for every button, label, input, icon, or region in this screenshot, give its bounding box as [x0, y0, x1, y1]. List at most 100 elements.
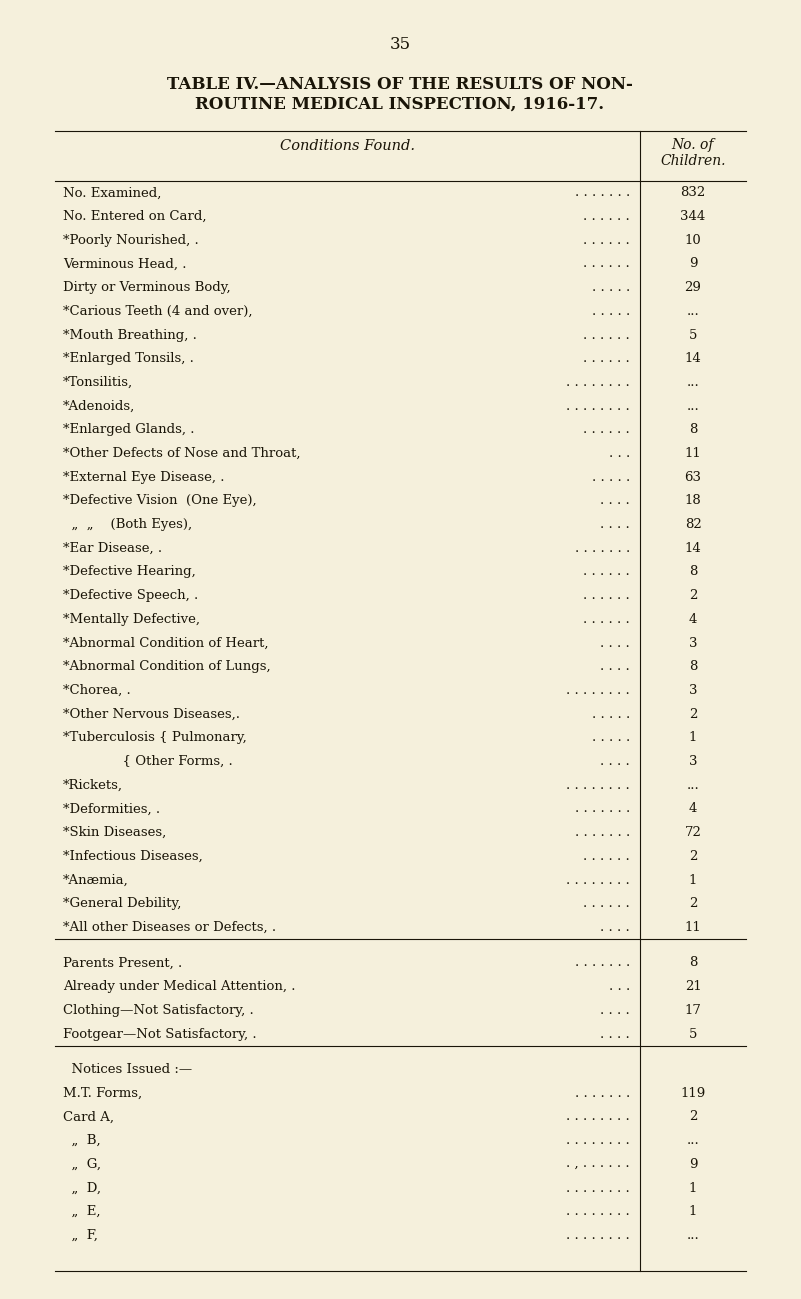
Text: 344: 344 [680, 210, 706, 223]
Text: . . . .: . . . . [600, 755, 630, 768]
Text: *Deformities, .: *Deformities, . [63, 803, 160, 816]
Text: . . . . . . .: . . . . . . . [575, 956, 630, 969]
Text: . . . . . . . .: . . . . . . . . [566, 375, 630, 388]
Text: . . . . . . . .: . . . . . . . . [566, 1134, 630, 1147]
Text: . . . . . .: . . . . . . [583, 898, 630, 911]
Text: . . . .: . . . . [600, 637, 630, 650]
Text: . . . .: . . . . [600, 921, 630, 934]
Text: 29: 29 [685, 281, 702, 294]
Text: 9: 9 [689, 257, 697, 270]
Text: *Anæmia,: *Anæmia, [63, 873, 129, 886]
Text: . . . . . .: . . . . . . [583, 850, 630, 863]
Text: 1: 1 [689, 1205, 697, 1218]
Text: . . . . .: . . . . . [592, 708, 630, 721]
Text: 8: 8 [689, 956, 697, 969]
Text: Parents Present, .: Parents Present, . [63, 956, 183, 969]
Text: 2: 2 [689, 898, 697, 911]
Text: . . . . . . .: . . . . . . . [575, 826, 630, 839]
Text: 119: 119 [680, 1087, 706, 1100]
Text: . . . . . .: . . . . . . [583, 210, 630, 223]
Text: ...: ... [686, 305, 699, 318]
Text: Dirty or Verminous Body,: Dirty or Verminous Body, [63, 281, 231, 294]
Text: . . . . . .: . . . . . . [583, 257, 630, 270]
Text: ...: ... [686, 1229, 699, 1242]
Text: 2: 2 [689, 1111, 697, 1124]
Text: . . . . . .: . . . . . . [583, 234, 630, 247]
Text: „  D,: „ D, [63, 1182, 101, 1195]
Text: Verminous Head, .: Verminous Head, . [63, 257, 187, 270]
Text: ...: ... [686, 400, 699, 413]
Text: Children.: Children. [660, 155, 726, 168]
Text: 1: 1 [689, 1182, 697, 1195]
Text: 4: 4 [689, 803, 697, 816]
Text: *Carious Teeth (4 and over),: *Carious Teeth (4 and over), [63, 305, 252, 318]
Text: Already under Medical Attention, .: Already under Medical Attention, . [63, 981, 296, 994]
Text: 17: 17 [685, 1004, 702, 1017]
Text: 35: 35 [389, 35, 411, 52]
Text: *Chorea, .: *Chorea, . [63, 685, 131, 698]
Text: *Mouth Breathing, .: *Mouth Breathing, . [63, 329, 197, 342]
Text: ...: ... [686, 778, 699, 791]
Text: *Poorly Nourished, .: *Poorly Nourished, . [63, 234, 199, 247]
Text: 11: 11 [685, 447, 702, 460]
Text: 2: 2 [689, 590, 697, 603]
Text: . . .: . . . [609, 447, 630, 460]
Text: ...: ... [686, 1134, 699, 1147]
Text: . . . . . .: . . . . . . [583, 613, 630, 626]
Text: 832: 832 [680, 186, 706, 199]
Text: *Enlarged Tonsils, .: *Enlarged Tonsils, . [63, 352, 194, 365]
Text: 3: 3 [689, 685, 697, 698]
Text: „  „    (Both Eyes),: „ „ (Both Eyes), [63, 518, 192, 531]
Text: 8: 8 [689, 660, 697, 673]
Text: *Ear Disease, .: *Ear Disease, . [63, 542, 162, 555]
Text: . . . . . . .: . . . . . . . [575, 186, 630, 199]
Text: . . . .: . . . . [600, 518, 630, 531]
Text: „  F,: „ F, [63, 1229, 98, 1242]
Text: *Defective Speech, .: *Defective Speech, . [63, 590, 199, 603]
Text: 3: 3 [689, 755, 697, 768]
Text: 8: 8 [689, 423, 697, 436]
Text: *Infectious Diseases,: *Infectious Diseases, [63, 850, 203, 863]
Text: ROUTINE MEDICAL INSPECTION, 1916-17.: ROUTINE MEDICAL INSPECTION, 1916-17. [195, 96, 605, 113]
Text: . . . . . . . .: . . . . . . . . [566, 400, 630, 413]
Text: . . . . .: . . . . . [592, 731, 630, 744]
Text: . . . . . . .: . . . . . . . [575, 803, 630, 816]
Text: . . . . . . . .: . . . . . . . . [566, 1229, 630, 1242]
Text: . . . . . . . .: . . . . . . . . [566, 1111, 630, 1124]
Text: *Abnormal Condition of Lungs,: *Abnormal Condition of Lungs, [63, 660, 271, 673]
Text: TABLE IV.—ANALYSIS OF THE RESULTS OF NON-: TABLE IV.—ANALYSIS OF THE RESULTS OF NON… [167, 75, 633, 92]
Text: 5: 5 [689, 1028, 697, 1040]
Text: *Adenoids,: *Adenoids, [63, 400, 135, 413]
Text: 3: 3 [689, 637, 697, 650]
Text: „  E,: „ E, [63, 1205, 100, 1218]
Text: 14: 14 [685, 542, 702, 555]
Text: . . . . . . . .: . . . . . . . . [566, 1182, 630, 1195]
Text: . . . . . .: . . . . . . [583, 329, 630, 342]
Text: 1: 1 [689, 873, 697, 886]
Text: . . . . .: . . . . . [592, 281, 630, 294]
Text: . . . . .: . . . . . [592, 305, 630, 318]
Text: *General Debility,: *General Debility, [63, 898, 181, 911]
Text: *All other Diseases or Defects, .: *All other Diseases or Defects, . [63, 921, 276, 934]
Text: { Other Forms, .: { Other Forms, . [63, 755, 233, 768]
Text: . . . . .: . . . . . [592, 470, 630, 483]
Text: *Defective Vision  (One Eye),: *Defective Vision (One Eye), [63, 495, 256, 508]
Text: 9: 9 [689, 1157, 697, 1170]
Text: *Tuberculosis { Pulmonary,: *Tuberculosis { Pulmonary, [63, 731, 247, 744]
Text: . . . . . . .: . . . . . . . [575, 542, 630, 555]
Text: Card A,: Card A, [63, 1111, 114, 1124]
Text: Notices Issued :—: Notices Issued :— [63, 1063, 192, 1076]
Text: . . . . . . . .: . . . . . . . . [566, 685, 630, 698]
Text: 63: 63 [685, 470, 702, 483]
Text: . . . . . .: . . . . . . [583, 565, 630, 578]
Text: . . . . . . .: . . . . . . . [575, 1087, 630, 1100]
Text: *Skin Diseases,: *Skin Diseases, [63, 826, 167, 839]
Text: . , . . . . . .: . , . . . . . . [566, 1157, 630, 1170]
Text: 72: 72 [685, 826, 702, 839]
Text: *Abnormal Condition of Heart,: *Abnormal Condition of Heart, [63, 637, 268, 650]
Text: . . . .: . . . . [600, 1028, 630, 1040]
Text: *Other Defects of Nose and Throat,: *Other Defects of Nose and Throat, [63, 447, 300, 460]
Text: 10: 10 [685, 234, 702, 247]
Text: 2: 2 [689, 708, 697, 721]
Text: *Mentally Defective,: *Mentally Defective, [63, 613, 200, 626]
